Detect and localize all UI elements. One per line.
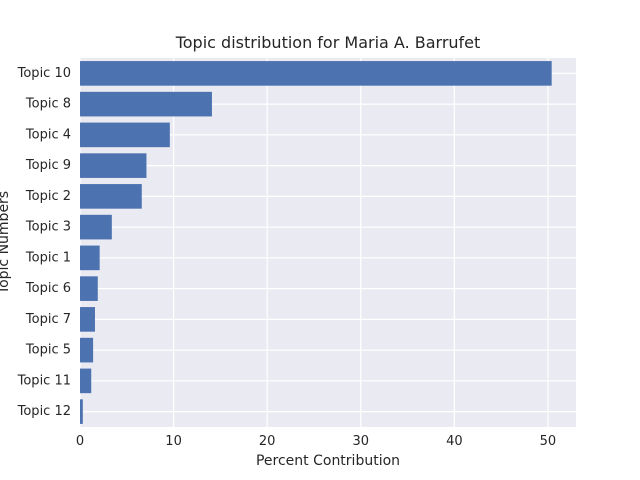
x-tick-label: 20 [259, 434, 276, 449]
plot-area [80, 58, 576, 427]
chart-title: Topic distribution for Maria A. Barrufet [175, 33, 481, 52]
x-tick-label: 0 [76, 434, 84, 449]
bar [80, 122, 170, 148]
x-tick-label: 10 [165, 434, 182, 449]
y-tick-label: Topic 4 [25, 127, 71, 142]
y-tick-label: Topic 7 [25, 312, 71, 327]
bar [80, 184, 142, 209]
bar [80, 214, 112, 240]
bar [80, 399, 83, 424]
bars [80, 61, 552, 424]
bar [80, 153, 147, 178]
y-tick-label: Topic 11 [17, 373, 71, 388]
bar [80, 368, 92, 394]
x-tick-label: 50 [540, 434, 557, 449]
x-tick-label: 30 [352, 434, 369, 449]
bar [80, 307, 95, 332]
bar [80, 61, 552, 86]
y-tick-label: Topic 2 [25, 189, 71, 204]
y-axis-ticks: Topic 10 Topic 8 Topic 4 Topic 9 Topic 2 Topi… [17, 66, 71, 419]
y-axis-label: Topic Numbers [0, 191, 12, 295]
y-tick-label: Topic 3 [25, 220, 71, 235]
x-axis-label: Percent Contribution [256, 453, 400, 469]
bar [80, 337, 94, 363]
y-tick-label: Topic 10 [17, 66, 71, 81]
x-axis-ticks: 0 10 20 30 40 50 [76, 434, 556, 449]
y-tick-label: Topic 6 [25, 281, 71, 296]
bar [80, 245, 100, 271]
bar [80, 276, 98, 301]
x-tick-label: 40 [446, 434, 463, 449]
y-tick-label: Topic 5 [25, 343, 71, 358]
bar [80, 91, 212, 117]
y-tick-label: Topic 9 [25, 158, 71, 173]
y-tick-label: Topic 8 [25, 97, 71, 112]
y-tick-label: Topic 1 [25, 250, 71, 265]
y-tick-label: Topic 12 [17, 404, 71, 419]
